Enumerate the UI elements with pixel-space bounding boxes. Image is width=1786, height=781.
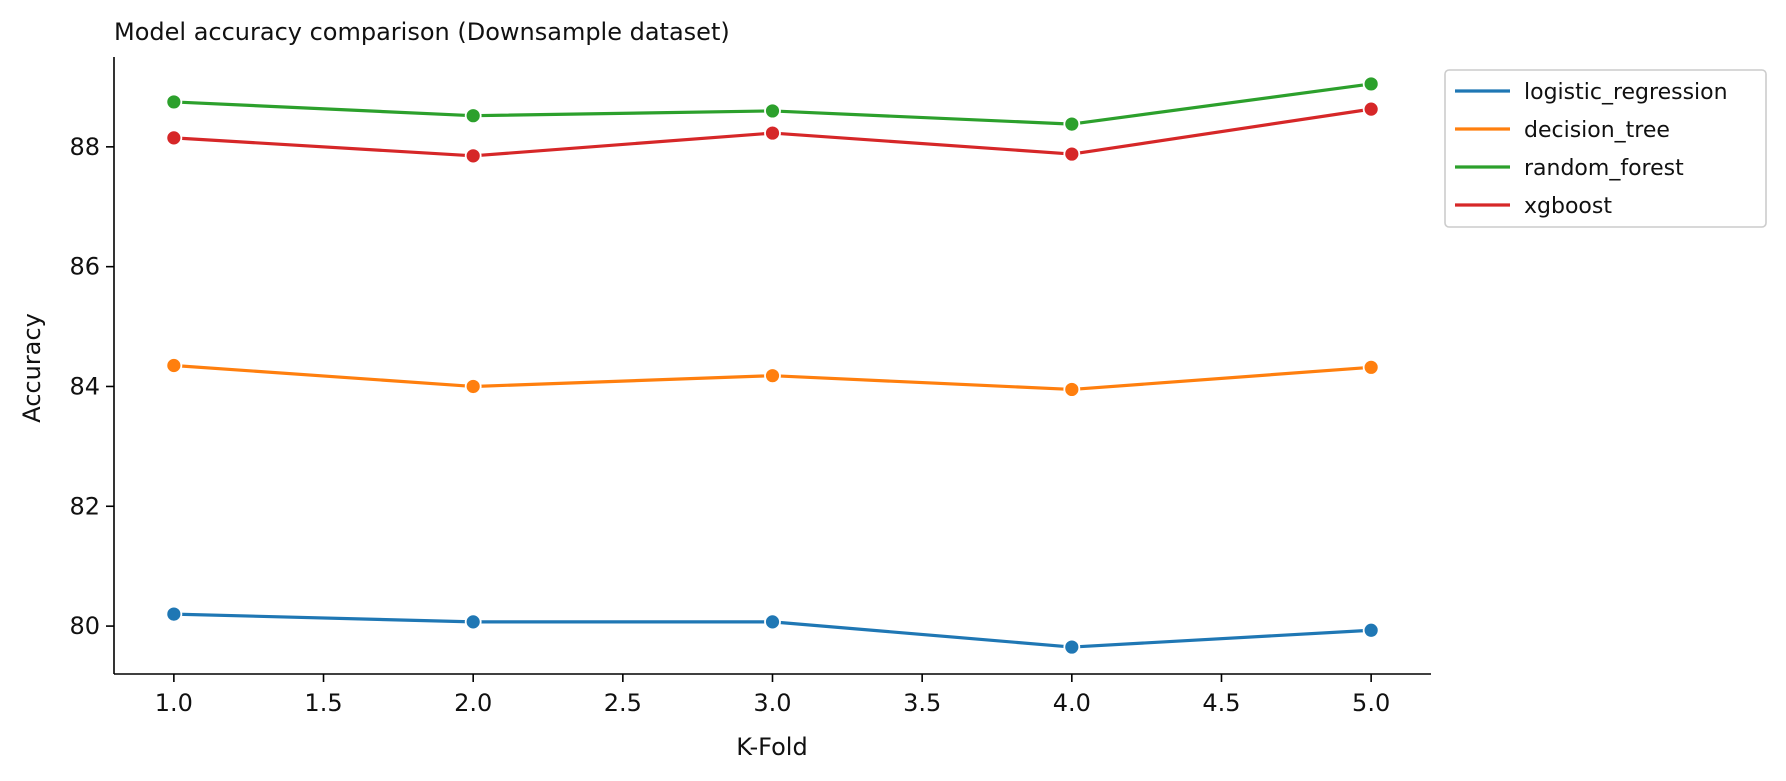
data-point — [764, 124, 781, 142]
x-tick-label: 1.5 — [304, 689, 342, 717]
chart-title: Model accuracy comparison (Downsample da… — [114, 18, 730, 46]
x-tick-label: 3.5 — [903, 689, 941, 717]
data-point — [165, 605, 183, 623]
axes — [113, 57, 1431, 675]
series-random_forest — [165, 75, 1380, 133]
x-tick-label: 3.0 — [753, 689, 791, 717]
y-tick-label: 82 — [69, 492, 100, 520]
legend: logistic_regression decision_tree random_f… — [1444, 69, 1767, 228]
y-ticks: 80 82 84 86 88 — [69, 133, 114, 640]
series-layer — [165, 75, 1380, 656]
legend-item: random_forest — [1455, 156, 1684, 181]
data-point — [464, 378, 482, 395]
data-point — [464, 613, 482, 631]
legend-item: logistic_regression — [1455, 80, 1728, 105]
legend-label: random_forest — [1524, 156, 1684, 181]
data-point — [764, 102, 781, 120]
legend-item: xgboost — [1455, 194, 1612, 219]
x-tick-label: 2.5 — [604, 689, 642, 717]
data-point — [1362, 621, 1380, 639]
legend-frame — [1444, 69, 1767, 228]
y-tick-label: 88 — [69, 133, 100, 161]
data-point — [1063, 145, 1081, 163]
series-logistic_regression — [165, 605, 1380, 656]
data-point — [1063, 115, 1081, 133]
data-point — [1362, 358, 1380, 376]
data-point — [165, 357, 183, 374]
x-tick-label: 5.0 — [1352, 689, 1390, 717]
data-point — [464, 107, 482, 125]
series-xgboost — [165, 100, 1380, 165]
x-axis-label: K-Fold — [736, 733, 807, 761]
data-point — [165, 93, 183, 111]
legend-label: logistic_regression — [1524, 80, 1728, 105]
data-point — [464, 147, 482, 165]
legend-label: decision_tree — [1524, 118, 1670, 143]
x-tick-label: 4.0 — [1053, 689, 1091, 717]
series-decision_tree — [165, 357, 1380, 398]
x-tick-label: 4.5 — [1202, 689, 1240, 717]
legend-item: decision_tree — [1455, 118, 1670, 143]
data-point — [165, 129, 183, 147]
x-tick-label: 2.0 — [454, 689, 492, 717]
x-tick-label: 1.0 — [155, 689, 193, 717]
data-point — [1063, 381, 1081, 398]
y-axis-label: Accuracy — [18, 313, 46, 423]
data-point — [764, 367, 781, 385]
data-point — [1362, 75, 1380, 93]
data-point — [1362, 100, 1380, 118]
data-point — [764, 613, 781, 631]
y-tick-label: 86 — [69, 253, 100, 281]
x-ticks: 1.0 1.5 2.0 2.5 3.0 3.5 4.0 4.5 5.0 — [155, 674, 1390, 717]
legend-label: xgboost — [1524, 194, 1612, 219]
y-tick-label: 80 — [69, 612, 100, 640]
y-tick-label: 84 — [69, 372, 100, 400]
data-point — [1063, 638, 1081, 656]
